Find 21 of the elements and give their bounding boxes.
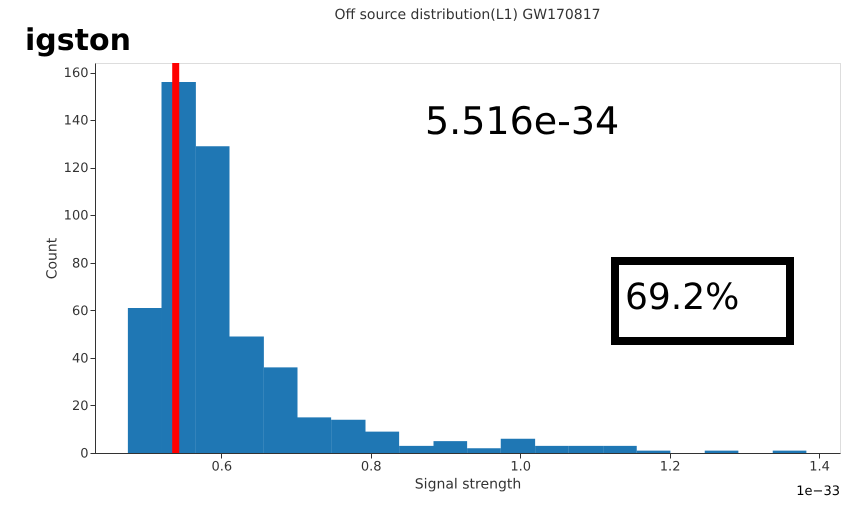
y-tick-label: 80: [72, 256, 88, 272]
y-tick-label: 20: [72, 398, 88, 414]
annotation: 5.516e-34: [425, 99, 620, 143]
x-tick-label: 0.8: [360, 460, 382, 474]
text: igston: [25, 23, 131, 58]
y-axis-title: Count: [44, 237, 61, 280]
y-tick-label: 140: [64, 114, 88, 129]
annotation: 69.2%: [625, 277, 740, 318]
y-tick-label: 0: [80, 446, 88, 462]
x-tick-label: 1.2: [660, 460, 680, 474]
y-tick-label: 160: [64, 66, 88, 82]
y-tick-label: 100: [64, 208, 88, 224]
x-tick-label: 1.0: [510, 460, 532, 474]
y-tick-label: 60: [72, 304, 88, 319]
x-tick-label: 0.6: [211, 460, 232, 474]
y-tick-label: 40: [72, 351, 88, 366]
text: 1e−33: [796, 484, 840, 499]
y-tick-label: 120: [64, 161, 88, 176]
x-tick-label: 1.4: [809, 460, 830, 474]
chart-title: Off source distribution(L1) GW170817: [334, 7, 601, 23]
x-axis-title: Signal strength: [414, 476, 522, 492]
